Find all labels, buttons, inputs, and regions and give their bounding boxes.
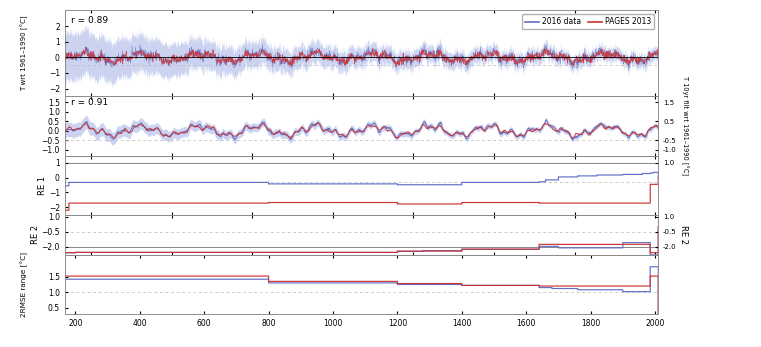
Y-axis label: RE 2: RE 2 xyxy=(679,225,688,244)
Y-axis label: RE 2: RE 2 xyxy=(31,225,40,244)
Legend: 2016 data, PAGES 2013: 2016 data, PAGES 2013 xyxy=(522,14,654,29)
Y-axis label: 2RMSE range [°C]: 2RMSE range [°C] xyxy=(21,252,28,317)
Y-axis label: T wrt 1961–1990 [°C]: T wrt 1961–1990 [°C] xyxy=(21,16,28,91)
Y-axis label: T 10yr filt wrt 1961–1990 [°C]: T 10yr filt wrt 1961–1990 [°C] xyxy=(680,76,688,176)
Text: r = 0.89: r = 0.89 xyxy=(71,16,108,25)
Text: r = 0.91: r = 0.91 xyxy=(71,98,108,107)
Y-axis label: RE 1: RE 1 xyxy=(38,176,47,195)
